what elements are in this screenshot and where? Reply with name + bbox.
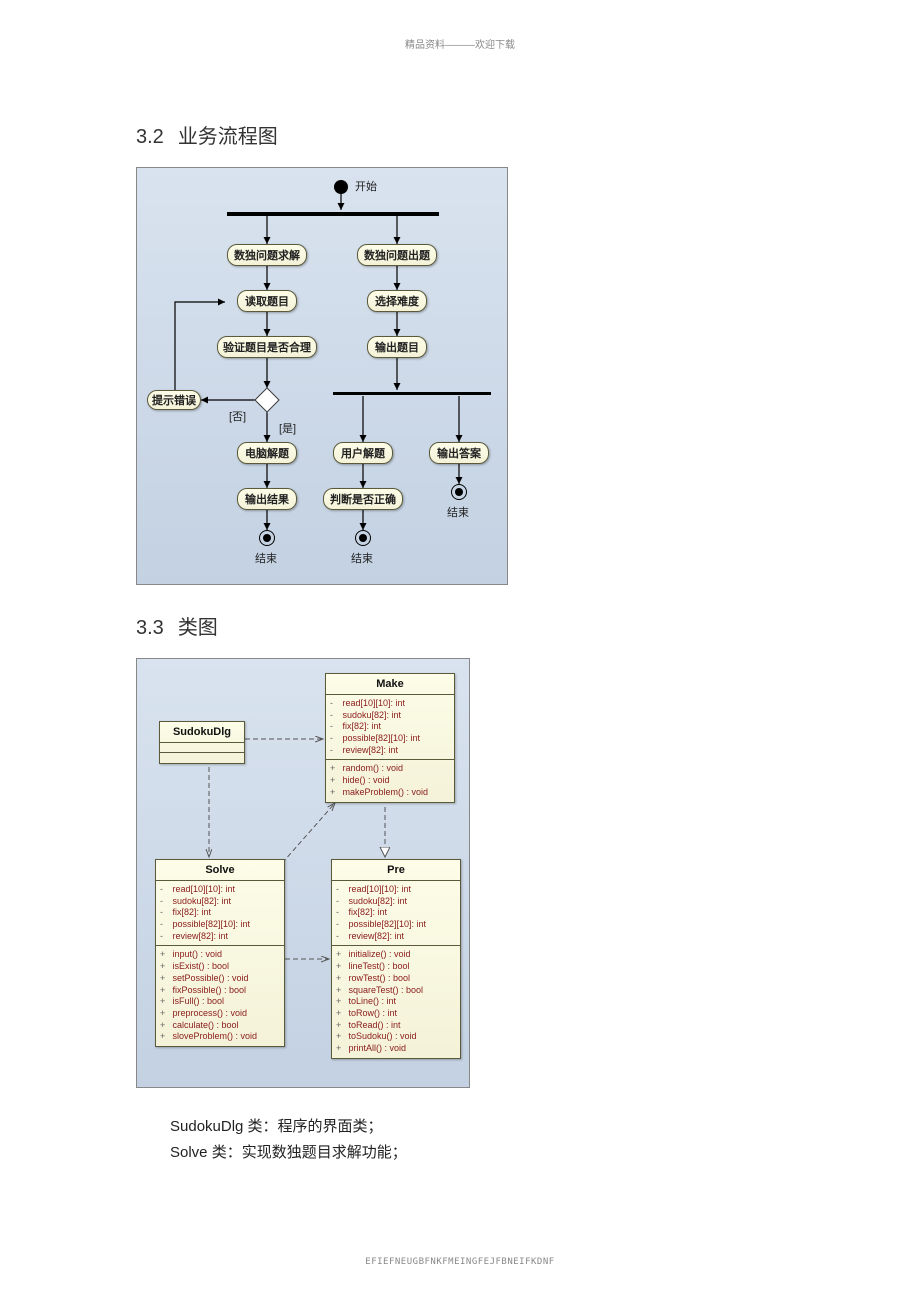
class-member-row: - possible[82][10]: int bbox=[336, 919, 456, 931]
start-node bbox=[334, 180, 348, 194]
class-member-row: - fix[82]: int bbox=[330, 721, 450, 733]
end-label-2: 结束 bbox=[351, 550, 373, 566]
node-make-problem: 数独问题出题 bbox=[357, 244, 437, 266]
fork-bar-1 bbox=[227, 212, 439, 216]
heading-title: 类图 bbox=[178, 617, 218, 639]
class-member-row: - sudoku[82]: int bbox=[330, 710, 450, 722]
class-ops: + input() : void+ isExist() : bool+ setP… bbox=[156, 946, 284, 1046]
class-member-row: - sudoku[82]: int bbox=[336, 896, 456, 908]
class-member-row: - sudoku[82]: int bbox=[160, 896, 280, 908]
class-box-solve: Solve - read[10][10]: int- sudoku[82]: i… bbox=[155, 859, 285, 1047]
class-member-row: + toSudoku() : void bbox=[336, 1031, 456, 1043]
class-member-row: + sloveProblem() : void bbox=[160, 1031, 280, 1043]
node-solve-problem: 数独问题求解 bbox=[227, 244, 307, 266]
node-outa: 输出答案 bbox=[429, 442, 489, 464]
end-node-2 bbox=[355, 530, 371, 546]
node-read: 读取题目 bbox=[237, 290, 297, 312]
class-member-row: - review[82]: int bbox=[160, 931, 280, 943]
node-err: 提示错误 bbox=[147, 390, 201, 410]
class-member-row: + calculate() : bool bbox=[160, 1020, 280, 1032]
page-content: 3.2 业务流程图 bbox=[136, 120, 786, 1167]
class-member-row: - possible[82][10]: int bbox=[160, 919, 280, 931]
class-member-row: + setPossible() : void bbox=[160, 973, 280, 985]
end-node-3 bbox=[451, 484, 467, 500]
page-header: 精品资料———欢迎下载 bbox=[0, 36, 920, 51]
heading-num: 3.3 bbox=[136, 617, 164, 639]
branch-yes-label: [是] bbox=[279, 420, 296, 436]
fork-bar-2 bbox=[333, 392, 491, 395]
node-out1: 输出结果 bbox=[237, 488, 297, 510]
class-member-row: + toRow() : int bbox=[336, 1008, 456, 1020]
class-member-row: - read[10][10]: int bbox=[330, 698, 450, 710]
class-member-row: - read[10][10]: int bbox=[160, 884, 280, 896]
class-attrs: - read[10][10]: int- sudoku[82]: int- fi… bbox=[326, 695, 454, 760]
class-member-row: - review[82]: int bbox=[336, 931, 456, 943]
class-box-make: Make - read[10][10]: int- sudoku[82]: in… bbox=[325, 673, 455, 803]
node-judge: 判断是否正确 bbox=[323, 488, 403, 510]
class-member-row: + isExist() : bool bbox=[160, 961, 280, 973]
class-name: Solve bbox=[156, 860, 284, 881]
class-member-row: + random() : void bbox=[330, 763, 450, 775]
class-member-row: + toLine() : int bbox=[336, 996, 456, 1008]
decision-diamond bbox=[254, 387, 279, 412]
text-line: Solve 类：实现数独题目求解功能； bbox=[170, 1140, 786, 1166]
class-member-row: + toRead() : int bbox=[336, 1020, 456, 1032]
node-check: 验证题目是否合理 bbox=[217, 336, 317, 358]
class-member-row: + rowTest() : bool bbox=[336, 973, 456, 985]
end-label-3: 结束 bbox=[447, 504, 469, 520]
class-member-row: - review[82]: int bbox=[330, 745, 450, 757]
class-member-row: + isFull() : bool bbox=[160, 996, 280, 1008]
class-diagram-canvas: SudokuDlg Make - read[10][10]: int- sudo… bbox=[136, 658, 470, 1088]
class-name: SudokuDlg bbox=[160, 722, 244, 743]
node-comp: 电脑解题 bbox=[237, 442, 297, 464]
end-label-1: 结束 bbox=[255, 550, 277, 566]
page-footer: EFIEFNEUGBFNKFMEINGFEJFBNEIFKDNF bbox=[0, 1257, 920, 1267]
class-member-row: + hide() : void bbox=[330, 775, 450, 787]
class-name: Pre bbox=[332, 860, 460, 881]
class-member-row: - read[10][10]: int bbox=[336, 884, 456, 896]
class-box-pre: Pre - read[10][10]: int- sudoku[82]: int… bbox=[331, 859, 461, 1059]
class-member-row: - fix[82]: int bbox=[336, 907, 456, 919]
flowchart-canvas: 开始 数独问题求解 数独问题出题 读取题目 选择难度 验证题目是否合理 输出题目… bbox=[136, 167, 508, 585]
node-user: 用户解题 bbox=[333, 442, 393, 464]
class-member-row: - fix[82]: int bbox=[160, 907, 280, 919]
class-member-row: + fixPossible() : bool bbox=[160, 985, 280, 997]
body-paragraph: SudokuDlg 类：程序的界面类； Solve 类：实现数独题目求解功能； bbox=[170, 1114, 786, 1167]
class-member-row: + squareTest() : bool bbox=[336, 985, 456, 997]
node-outq: 输出题目 bbox=[367, 336, 427, 358]
heading-3-2: 3.2 业务流程图 bbox=[136, 120, 786, 149]
class-attrs: - read[10][10]: int- sudoku[82]: int- fi… bbox=[156, 881, 284, 946]
class-member-row: + makeProblem() : void bbox=[330, 787, 450, 799]
start-label: 开始 bbox=[355, 178, 377, 194]
class-attrs: - read[10][10]: int- sudoku[82]: int- fi… bbox=[332, 881, 460, 946]
node-diff: 选择难度 bbox=[367, 290, 427, 312]
class-member-row: - possible[82][10]: int bbox=[330, 733, 450, 745]
class-member-row: + lineTest() : bool bbox=[336, 961, 456, 973]
class-ops: + random() : void+ hide() : void+ makePr… bbox=[326, 760, 454, 801]
class-member-row: + input() : void bbox=[160, 949, 280, 961]
class-box-sudokudlg: SudokuDlg bbox=[159, 721, 245, 764]
class-member-row: + preprocess() : void bbox=[160, 1008, 280, 1020]
heading-title: 业务流程图 bbox=[178, 126, 278, 148]
text-line: SudokuDlg 类：程序的界面类； bbox=[170, 1114, 786, 1140]
flow-arrows bbox=[137, 168, 509, 586]
class-ops: + initialize() : void+ lineTest() : bool… bbox=[332, 946, 460, 1057]
heading-num: 3.2 bbox=[136, 126, 164, 148]
branch-no-label: [否] bbox=[229, 408, 246, 424]
end-node-1 bbox=[259, 530, 275, 546]
heading-3-3: 3.3 类图 bbox=[136, 611, 786, 640]
class-member-row: + printAll() : void bbox=[336, 1043, 456, 1055]
class-member-row: + initialize() : void bbox=[336, 949, 456, 961]
class-name: Make bbox=[326, 674, 454, 695]
